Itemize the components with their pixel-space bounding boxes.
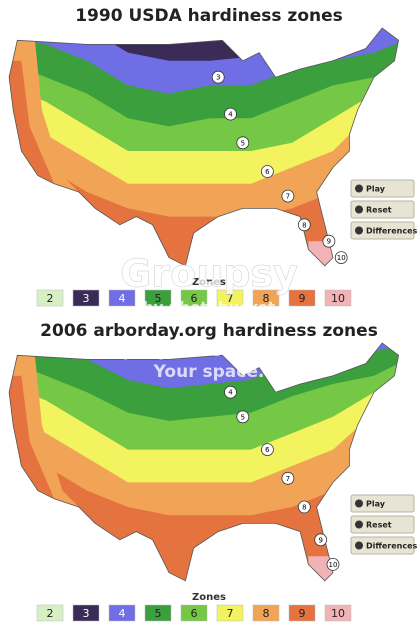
legend-label: 5 (155, 292, 162, 305)
legend-swatch (288, 289, 316, 307)
legend-swatch (324, 604, 352, 622)
marker-label: 3 (216, 74, 220, 82)
legend-swatch (252, 289, 280, 307)
marker-label: 8 (302, 221, 306, 229)
button-icon (355, 226, 363, 235)
watermark-slogan: Your people. Your moments. (73, 341, 344, 361)
button-icon (355, 499, 363, 508)
marker (281, 189, 295, 203)
legend-label: 7 (227, 607, 234, 620)
legend-label: 2 (47, 607, 54, 620)
legend-label: 8 (263, 607, 270, 620)
legend-swatch (252, 604, 280, 622)
legend-swatch (72, 289, 100, 307)
marker-label: 8 (302, 504, 306, 512)
marker (224, 107, 237, 121)
marker (334, 251, 348, 265)
legend-swatch (144, 604, 172, 622)
map-title: 1990 USDA hardiness zones (75, 6, 343, 26)
button-label[interactable]: Play (366, 500, 386, 509)
legend-swatch (180, 604, 208, 622)
marker (281, 471, 295, 485)
marker (260, 165, 274, 178)
legend-label: 8 (263, 292, 270, 305)
marker-label: 4 (228, 111, 233, 119)
marker-label: 7 (286, 475, 290, 483)
legend-label: 10 (331, 607, 345, 620)
legend-label: 5 (155, 607, 162, 620)
watermark-byline: by photobucket (143, 299, 275, 317)
button-label[interactable]: Play (366, 185, 386, 194)
state-outline (8, 342, 400, 582)
marker-label: 5 (241, 139, 245, 147)
button[interactable] (350, 200, 415, 219)
marker (326, 558, 340, 571)
button-icon (355, 205, 363, 214)
marker (297, 218, 311, 232)
legend-swatch (288, 604, 316, 622)
us-map (9, 28, 399, 266)
button[interactable] (350, 536, 415, 555)
button[interactable] (350, 515, 415, 534)
watermark-slogan: Your space. (153, 362, 265, 382)
button[interactable] (350, 179, 415, 198)
legend-swatch (108, 289, 136, 307)
legend-label: 3 (83, 607, 90, 620)
marker (322, 234, 336, 248)
button-label[interactable]: Differences (366, 227, 418, 236)
button-label[interactable]: Reset (366, 521, 392, 530)
marker (314, 533, 328, 547)
map-title: 2006 arborday.org hardiness zones (40, 321, 378, 341)
button-icon (355, 520, 363, 529)
marker-label: 10 (329, 561, 338, 569)
legend-label: 7 (227, 292, 234, 305)
legend-swatch (144, 289, 172, 307)
button[interactable] (350, 221, 415, 240)
marker (297, 500, 311, 514)
marker-label: 9 (327, 238, 331, 246)
legend-title: Zones (192, 592, 226, 603)
legend-label: 2 (47, 292, 54, 305)
marker-label: 6 (265, 168, 270, 176)
legend-swatch (72, 604, 100, 622)
marker-label: 5 (241, 413, 245, 421)
legend-label: 10 (331, 292, 345, 305)
button-icon (355, 184, 363, 193)
marker-label: 6 (265, 446, 270, 454)
legend-swatch (36, 604, 64, 622)
legend-label: 9 (299, 292, 306, 305)
watermark-logo: Groupsy (120, 252, 298, 296)
marker (211, 70, 225, 84)
legend-swatch (216, 289, 244, 307)
legend-label: 3 (83, 292, 90, 305)
button-icon (355, 541, 363, 550)
legend-label: 9 (299, 607, 306, 620)
legend-swatch (180, 289, 208, 307)
marker-label: 7 (286, 193, 290, 201)
marker (236, 410, 250, 424)
button-label[interactable]: Reset (366, 206, 392, 215)
marker-label: 10 (337, 254, 346, 262)
legend-label: 6 (191, 292, 198, 305)
legend-title: Zones (192, 277, 226, 288)
legend-label: 6 (191, 607, 198, 620)
button-label[interactable]: Differences (366, 542, 418, 551)
legend-label: 4 (119, 292, 126, 305)
legend-swatch (36, 289, 64, 307)
legend-swatch (324, 289, 352, 307)
legend-swatch (216, 604, 244, 622)
legend-swatch (108, 604, 136, 622)
button[interactable] (350, 494, 415, 513)
marker-label: 9 (318, 536, 322, 544)
marker (236, 136, 250, 150)
marker (260, 443, 274, 457)
legend-label: 4 (119, 607, 126, 620)
marker-label: 4 (228, 389, 233, 397)
marker (224, 385, 237, 399)
